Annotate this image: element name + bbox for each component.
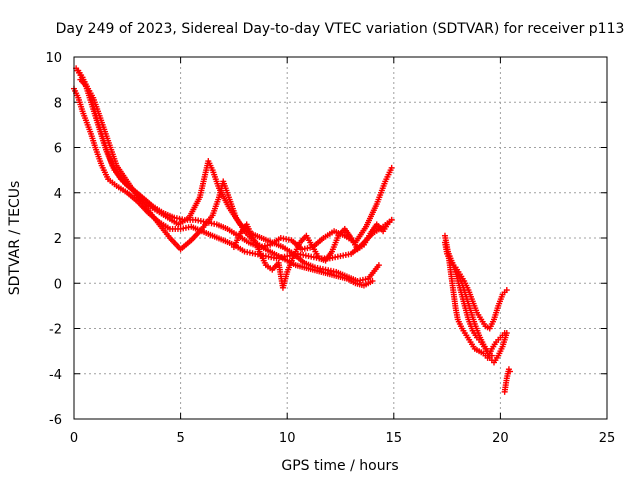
y-tick-label: -6	[49, 413, 62, 428]
x-tick-label: 20	[492, 431, 509, 446]
data-points	[71, 65, 513, 395]
series-arc-6	[441, 232, 508, 361]
plot-frame	[73, 56, 608, 420]
series-arc-9	[446, 253, 495, 359]
series-arc-4	[77, 76, 376, 289]
y-tick-label: 10	[45, 51, 62, 66]
y-tick-label: 8	[54, 96, 62, 111]
data-point	[369, 277, 376, 284]
data-point	[506, 368, 513, 375]
y-axis-title: SDTVAR / TECUs	[7, 181, 23, 296]
x-tick-label: 5	[176, 431, 184, 446]
series-arc-5	[230, 216, 395, 291]
series-arc-2	[73, 65, 395, 253]
y-tick-label: -2	[49, 323, 62, 338]
x-tick-label: 0	[70, 431, 78, 446]
y-tick-label: 6	[54, 142, 62, 157]
data-point	[503, 330, 510, 337]
y-tick-label: 2	[54, 232, 62, 247]
data-point	[375, 262, 382, 269]
series-arc-10	[501, 366, 513, 395]
x-tick-label: 10	[279, 431, 296, 446]
data-point	[388, 216, 395, 223]
data-point	[503, 287, 510, 294]
tick-labels: 0 5 10 15 20 25 -6 -4 -2 0 2 4 6 8 10	[45, 51, 615, 446]
data-point	[388, 164, 395, 171]
data-point	[488, 352, 495, 359]
y-tick-label: 4	[54, 187, 62, 202]
series-arc-3	[75, 67, 382, 284]
grid	[74, 57, 607, 419]
y-tick-label: 0	[54, 277, 62, 292]
x-tick-label: 15	[386, 431, 403, 446]
x-axis-title: GPS time / hours	[281, 458, 398, 474]
x-tick-label: 25	[599, 431, 616, 446]
chart-title: Day 249 of 2023, Sidereal Day-to-day VTE…	[56, 21, 625, 37]
y-tick-label: -4	[49, 368, 62, 383]
